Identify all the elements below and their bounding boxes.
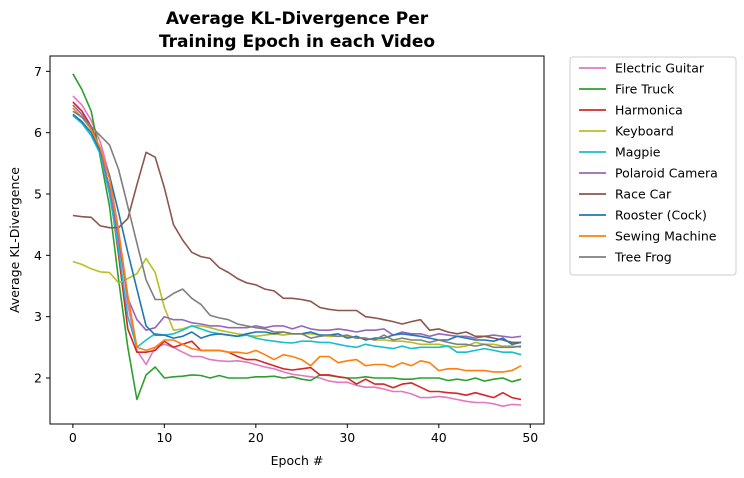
chart-title-line-2: Training Epoch in each Video <box>159 32 435 52</box>
series-line-tree-frog <box>72 110 522 349</box>
legend-box <box>569 56 737 276</box>
series-line-sewing-machine <box>72 107 522 373</box>
y-axis-ticks: 2 3 4 5 6 7 <box>34 64 50 386</box>
x-tick-label: 40 <box>431 430 447 445</box>
legend-label-sewing-machine: Sewing Machine <box>615 229 717 244</box>
legend-label-tree-frog: Tree Frog <box>614 250 672 265</box>
series-line-fire-truck <box>72 73 522 401</box>
y-tick-label: 5 <box>34 187 42 202</box>
y-tick-label: 3 <box>34 309 42 324</box>
x-tick-label: 0 <box>69 430 77 445</box>
plot-frame <box>49 55 545 425</box>
legend-label-electric-guitar: Electric Guitar <box>615 61 705 76</box>
x-axis-label: Epoch # <box>271 453 324 468</box>
x-tick-label: 50 <box>522 430 538 445</box>
x-tick-label: 30 <box>339 430 355 445</box>
legend-label-race-car: Race Car <box>615 187 672 202</box>
series-line-electric-guitar <box>72 95 522 408</box>
x-tick-label: 20 <box>248 430 264 445</box>
x-axis-ticks: 0 10 20 30 40 50 <box>69 424 538 445</box>
series-line-race-car <box>72 151 522 344</box>
legend-label-magpie: Magpie <box>615 145 661 160</box>
series-line-polaroid-camera <box>72 104 522 339</box>
y-tick-label: 2 <box>34 371 42 386</box>
y-tick-label: 4 <box>34 248 42 263</box>
plot-area <box>72 73 522 408</box>
y-axis-label: Average KL-Divergence <box>7 167 22 313</box>
legend: Electric Guitar Fire Truck Harmonica Keyboa… <box>569 56 737 276</box>
legend-label-rooster-cock: Rooster (Cock) <box>615 208 707 223</box>
y-tick-label: 6 <box>34 125 42 140</box>
legend-label-polaroid-camera: Polaroid Camera <box>615 166 718 181</box>
series-line-rooster-cock <box>72 113 522 346</box>
y-tick-label: 7 <box>34 64 42 79</box>
chart-title-line-1: Average KL-Divergence Per <box>166 9 429 29</box>
legend-label-fire-truck: Fire Truck <box>615 82 675 97</box>
series-line-magpie <box>72 114 522 356</box>
legend-label-harmonica: Harmonica <box>615 103 683 118</box>
x-tick-label: 10 <box>156 430 172 445</box>
series-line-harmonica <box>72 101 522 401</box>
legend-label-keyboard: Keyboard <box>615 124 674 139</box>
